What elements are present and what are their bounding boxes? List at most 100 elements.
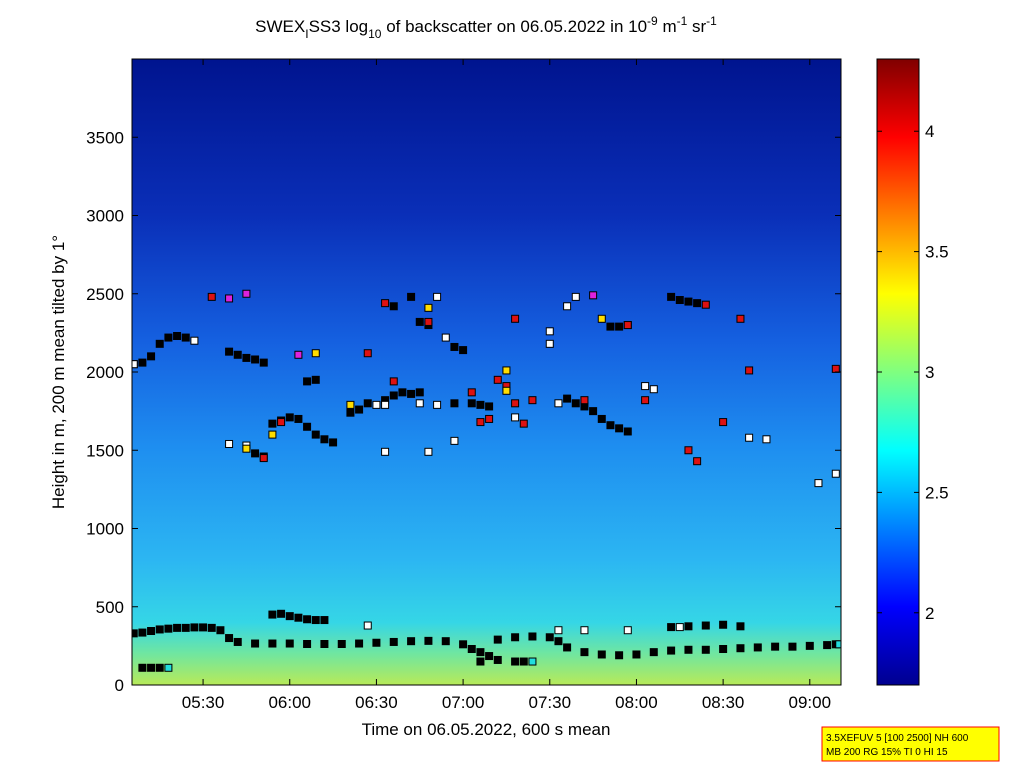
title-part: m <box>658 17 677 36</box>
point <box>199 623 208 632</box>
point <box>251 449 260 458</box>
point <box>493 655 502 664</box>
point <box>831 364 840 373</box>
point <box>771 642 780 651</box>
point <box>606 421 615 430</box>
x-tick-label: 07:30 <box>528 693 571 712</box>
point <box>190 623 199 632</box>
point <box>563 643 572 652</box>
point <box>736 622 745 631</box>
point <box>225 634 234 643</box>
y-tick-label: 0 <box>115 676 124 695</box>
point <box>563 394 572 403</box>
point <box>528 632 537 641</box>
point <box>450 436 459 445</box>
point <box>701 621 710 630</box>
point <box>303 377 312 386</box>
point <box>684 297 693 306</box>
info-text: MB 200 RG 15% TI 0 HI 15 <box>826 747 948 758</box>
point <box>207 292 216 301</box>
point <box>190 336 199 345</box>
point <box>138 663 147 672</box>
point <box>303 639 312 648</box>
point <box>407 389 416 398</box>
point <box>372 400 381 409</box>
point <box>736 644 745 653</box>
colorbar-tick-label: 4 <box>925 122 934 141</box>
point <box>667 292 676 301</box>
point <box>805 641 814 650</box>
point <box>623 321 632 330</box>
point <box>372 638 381 647</box>
point <box>363 349 372 358</box>
point <box>450 399 459 408</box>
point <box>242 353 251 362</box>
point <box>242 444 251 453</box>
point <box>511 314 520 323</box>
y-tick-label: 2000 <box>86 363 124 382</box>
point <box>251 639 260 648</box>
point <box>407 292 416 301</box>
point <box>216 626 225 635</box>
point <box>788 642 797 651</box>
point <box>623 427 632 436</box>
point <box>684 622 693 631</box>
point <box>225 347 234 356</box>
point <box>528 657 537 666</box>
title-part: sr <box>687 17 706 36</box>
point <box>745 366 754 375</box>
point <box>424 447 433 456</box>
title-part: -1 <box>677 14 688 28</box>
y-axis-label: Height in m, 200 m mean tilted by 1° <box>49 235 68 509</box>
point <box>675 623 684 632</box>
point <box>138 628 147 637</box>
point <box>450 342 459 351</box>
point <box>831 469 840 478</box>
point <box>381 400 390 409</box>
point <box>667 623 676 632</box>
x-axis-label: Time on 06.05.2022, 600 s mean <box>362 720 611 739</box>
point <box>667 646 676 655</box>
point <box>381 447 390 456</box>
point <box>571 292 580 301</box>
point <box>476 648 485 657</box>
y-tick-label: 2500 <box>86 285 124 304</box>
point <box>242 289 251 298</box>
title-part: of backscatter on 06.05.2022 in 10 <box>381 17 647 36</box>
point <box>346 400 355 409</box>
point <box>268 639 277 648</box>
point <box>424 303 433 312</box>
point <box>311 349 320 358</box>
point <box>493 635 502 644</box>
title-part: -1 <box>706 14 717 28</box>
point <box>511 413 520 422</box>
point <box>649 385 658 394</box>
point <box>363 399 372 408</box>
point <box>268 610 277 619</box>
point <box>311 430 320 439</box>
point <box>225 294 234 303</box>
point <box>459 346 468 355</box>
point <box>329 438 338 447</box>
point <box>580 648 589 657</box>
point <box>835 640 841 649</box>
point <box>303 615 312 624</box>
point <box>268 419 277 428</box>
point <box>719 645 728 654</box>
point <box>485 652 494 661</box>
point <box>311 375 320 384</box>
title-part: I <box>305 27 308 41</box>
point <box>164 624 173 633</box>
point <box>268 430 277 439</box>
point <box>485 402 494 411</box>
y-tick-label: 1500 <box>86 441 124 460</box>
point <box>493 375 502 384</box>
x-tick-label: 06:30 <box>355 693 398 712</box>
point <box>545 327 554 336</box>
point <box>684 446 693 455</box>
point <box>502 366 511 375</box>
point <box>155 625 164 634</box>
x-tick-label: 06:00 <box>268 693 311 712</box>
point <box>285 639 294 648</box>
